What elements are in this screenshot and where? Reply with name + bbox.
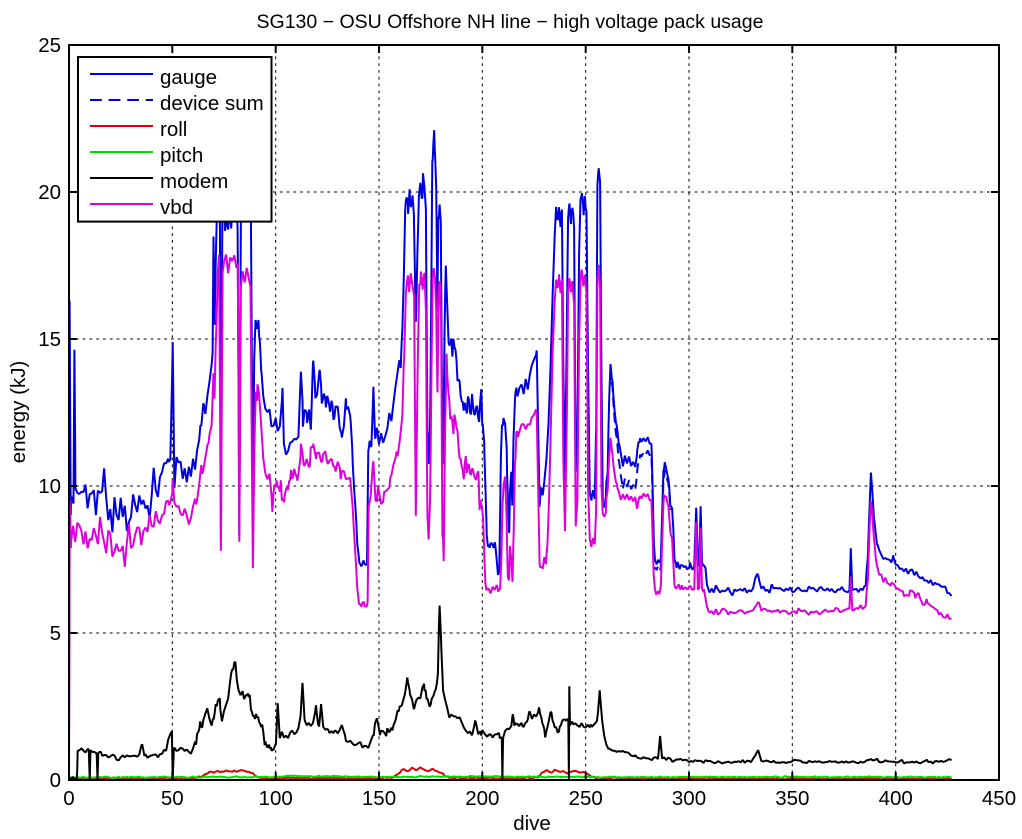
- svg-text:450: 450: [982, 787, 1016, 810]
- svg-text:300: 300: [672, 787, 706, 810]
- svg-text:10: 10: [38, 475, 61, 498]
- svg-text:0: 0: [50, 769, 61, 792]
- svg-text:15: 15: [38, 328, 61, 351]
- svg-text:dive: dive: [513, 812, 551, 835]
- svg-text:energy (kJ): energy (kJ): [7, 361, 30, 464]
- svg-text:5: 5: [50, 622, 61, 645]
- svg-text:0: 0: [63, 787, 74, 810]
- svg-text:modem: modem: [160, 170, 228, 193]
- svg-text:350: 350: [775, 787, 809, 810]
- svg-text:device sum: device sum: [160, 92, 264, 115]
- svg-text:50: 50: [161, 787, 184, 810]
- svg-text:20: 20: [38, 181, 61, 204]
- svg-text:200: 200: [465, 787, 499, 810]
- svg-text:pitch: pitch: [160, 144, 203, 167]
- svg-text:25: 25: [38, 34, 61, 57]
- svg-text:gauge: gauge: [160, 66, 217, 89]
- svg-text:250: 250: [569, 787, 603, 810]
- svg-text:vbd: vbd: [160, 196, 193, 219]
- svg-text:100: 100: [259, 787, 293, 810]
- svg-text:roll: roll: [160, 118, 187, 141]
- svg-text:150: 150: [362, 787, 396, 810]
- svg-text:400: 400: [879, 787, 913, 810]
- svg-text:SG130 − OSU Offshore NH line −: SG130 − OSU Offshore NH line − high volt…: [257, 11, 764, 33]
